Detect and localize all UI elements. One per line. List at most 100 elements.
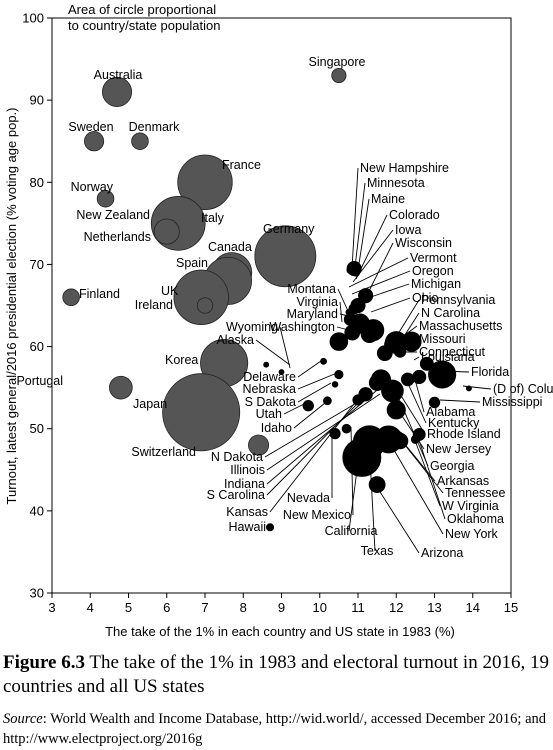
label-nevada: Nevada [287, 491, 330, 505]
point-n-carolina [401, 331, 422, 352]
source-label: Source [3, 711, 43, 727]
label-hawaii: Hawaii [228, 520, 266, 534]
y-tick-label: 40 [30, 503, 44, 518]
point-washington [360, 325, 379, 344]
leader-line-wisconsin [366, 242, 394, 296]
leader-line-alabama [413, 375, 425, 413]
label-louisiana: Louisiana [421, 350, 475, 364]
point-wyoming [278, 369, 285, 375]
leader-line-louisiana [413, 356, 420, 361]
leader-line-virginia [339, 301, 343, 323]
label-uk: UK [161, 284, 179, 298]
y-tick-label: 60 [30, 339, 44, 354]
scatter-chart: 3 4 5 6 7 8 9 10 11 12 13 14 15 30 40 50 60 70 80 90 100 Sin… [4, 2, 553, 639]
figure-caption: Figure 6.3 The take of the 1% in 1983 an… [3, 651, 551, 699]
point-netherlands [153, 218, 180, 245]
figure-source: Source: World Wealth and Income Database… [3, 709, 551, 749]
label-n-dakota: N Dakota [211, 450, 263, 464]
point-missouri [376, 345, 393, 362]
point-nebraska [334, 369, 344, 380]
label-georgia: Georgia [430, 459, 475, 473]
label-new-york: New York [445, 527, 499, 541]
y-tick-label: 30 [30, 586, 44, 601]
label-korea: Korea [165, 353, 198, 367]
point-australia [101, 76, 133, 107]
leader-line-n-dakota [264, 397, 366, 458]
leader-line-vermont [348, 257, 409, 288]
label-rhode-island: Rhode Island [427, 427, 501, 441]
point-ireland [196, 297, 214, 314]
point-switzerland [248, 434, 270, 456]
label-new-hampshire: New Hampshire [360, 161, 449, 175]
x-tick-label: 15 [504, 600, 518, 615]
x-tick-label: 13 [427, 600, 441, 615]
x-tick-label: 11 [351, 600, 365, 615]
label-pennsylvania: Pennsylvania [421, 293, 495, 307]
leader-line-delaware [297, 360, 322, 378]
leader-line-iowa [352, 229, 394, 283]
label-florida: Florida [471, 365, 509, 379]
leader-line-kentucky [404, 376, 427, 424]
point-japan [162, 373, 241, 452]
leader-line-w-virginia [413, 437, 441, 507]
label-denmark: Denmark [129, 120, 180, 134]
point-kentucky [400, 372, 415, 387]
label-spain: Spain [176, 256, 208, 270]
leader-line-pennsylvania [392, 299, 420, 343]
axes: 3 4 5 6 7 8 9 10 11 12 13 14 15 30 40 50 60 70 80 90 100 [22, 11, 518, 616]
label-connecticut: Connecticut [419, 345, 486, 359]
label-delaware: Delaware [243, 370, 296, 384]
leader-line-d-of-columbia [462, 385, 492, 390]
label-kansas: Kansas [226, 505, 268, 519]
x-axis-label: The take of the 1% in each country and U… [105, 624, 455, 639]
label-s-carolina: S Carolina [207, 488, 265, 502]
point-alaska [263, 361, 270, 368]
label-illinois: Illinois [230, 463, 265, 477]
y-tick-label: 100 [22, 11, 44, 26]
label-alabama: Alabama [426, 405, 475, 419]
label-massachusetts: Massachusetts [419, 319, 502, 333]
leader-line-nebraska [297, 372, 338, 390]
label-vermont: Vermont [410, 251, 457, 265]
leader-line-rhode-island [394, 385, 426, 435]
label-finland: Finland [79, 287, 120, 301]
leader-line-minnesota [354, 182, 366, 268]
point-portugal [109, 375, 133, 400]
figure-number: Figure 6.3 [3, 652, 85, 673]
data-points [62, 67, 472, 532]
leader-line-ohio [370, 297, 411, 313]
leader-line-n-carolina [400, 312, 420, 342]
point-virginia [329, 332, 349, 351]
label-wisconsin: Wisconsin [395, 236, 452, 250]
label-wyoming: Wyoming [226, 320, 278, 334]
point-france [177, 154, 233, 210]
leader-line-illinois [266, 393, 381, 471]
point-oklahoma [412, 428, 426, 441]
label-alaska: Alaska [216, 333, 254, 347]
leader-line-texas [368, 439, 376, 552]
leader-line-s-dakota [297, 382, 332, 403]
x-tick-label: 14 [466, 600, 480, 615]
leader-line-utah [283, 403, 305, 415]
point-uk [173, 269, 229, 325]
x-tick-label: 3 [48, 600, 55, 615]
label-michigan: Michigan [411, 277, 461, 291]
label-montana: Montana [287, 282, 336, 296]
x-tick-label: 8 [240, 600, 247, 615]
source-text: : World Wealth and Income Database, http… [3, 711, 547, 747]
chart-annotation-line-2: to country/state population [68, 18, 221, 33]
label-portugal: Portugal [16, 374, 63, 388]
leader-line-oregon [351, 270, 411, 295]
point-s-dakota [331, 381, 339, 388]
point-norway [96, 189, 115, 208]
chart-annotation-line-1: Area of circle proportional [68, 2, 216, 17]
point-germany [254, 225, 317, 288]
point-new-mexico [341, 423, 352, 434]
x-tick-label: 10 [313, 600, 327, 615]
leader-line-indiana [266, 384, 384, 485]
leader-line-arizona [374, 483, 420, 554]
label-netherlands: Netherlands [84, 230, 151, 244]
leader-line-washington [336, 326, 361, 334]
leader-line-new-york [386, 437, 444, 535]
point-california [342, 438, 382, 477]
